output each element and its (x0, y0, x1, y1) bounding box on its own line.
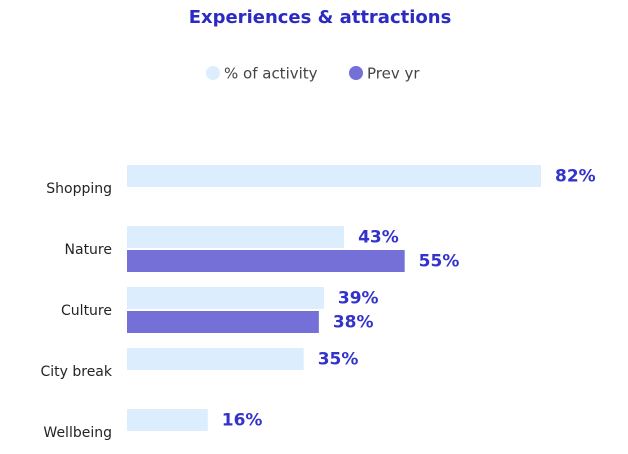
bar (127, 311, 319, 333)
data-label: 82% (555, 167, 596, 187)
bar (127, 348, 304, 370)
data-label: 39% (338, 289, 379, 309)
data-label: 16% (222, 411, 263, 431)
bar (127, 165, 541, 187)
bar (127, 226, 345, 248)
chart-title: Experiences & attractions (189, 7, 452, 28)
legend-swatch (206, 66, 220, 80)
data-label: 35% (318, 350, 359, 370)
category-label: Culture (61, 303, 112, 319)
bar (127, 409, 208, 431)
category-label: Nature (65, 242, 112, 258)
data-label: 55% (419, 252, 460, 272)
data-label: 38% (333, 313, 374, 333)
legend-swatch (349, 66, 363, 80)
data-label: 43% (358, 228, 399, 248)
category-label: City break (40, 364, 112, 380)
legend-label: Prev yr (367, 65, 420, 83)
category-label: Shopping (46, 181, 112, 197)
bar (127, 250, 405, 272)
bar (127, 287, 324, 309)
category-label: Wellbeing (43, 425, 112, 441)
legend-label: % of activity (224, 65, 318, 83)
